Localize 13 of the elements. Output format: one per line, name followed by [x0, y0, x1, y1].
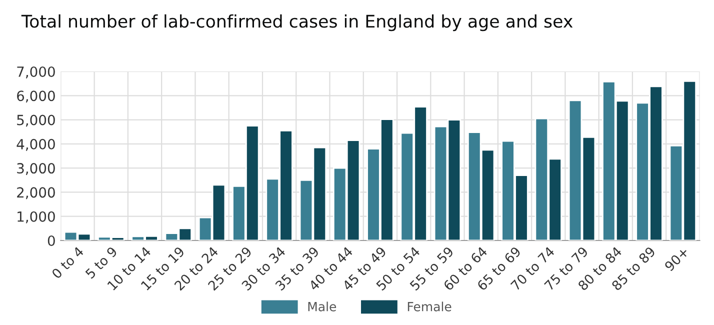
- x-tick-label: 0 to 4: [51, 246, 84, 280]
- y-tick-label: 2,000: [17, 187, 55, 200]
- y-tick-label: 7,000: [17, 66, 55, 78]
- x-tick-label: 90+: [664, 246, 690, 272]
- chart-title: Total number of lab-confirmed cases in England by age and sex: [21, 14, 573, 32]
- y-tick-label: 3,000: [17, 163, 55, 175]
- y-tick-label: 1,000: [18, 211, 55, 224]
- y-tick-label: 4,000: [16, 138, 55, 151]
- y-tick-label: 6,000: [17, 90, 55, 103]
- y-tick-label: 5,000: [17, 114, 55, 127]
- legend-label: Male: [308, 302, 336, 312]
- legend-label: Female: [408, 302, 452, 312]
- y-tick-label: 0: [48, 235, 55, 246]
